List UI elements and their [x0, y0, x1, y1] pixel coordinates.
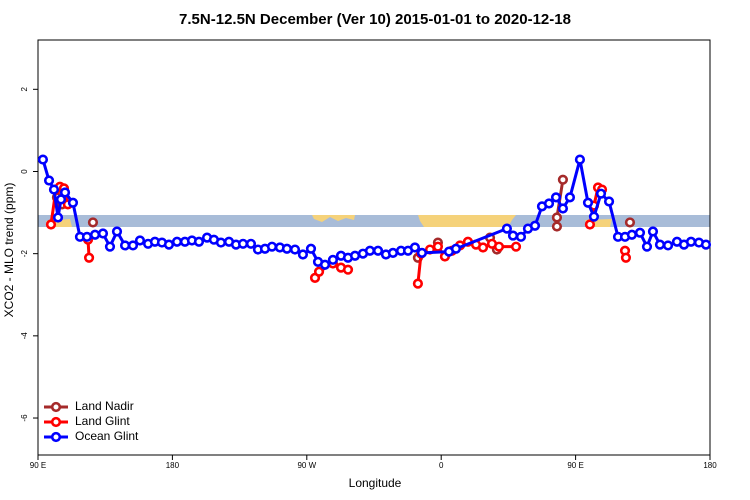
point-marker	[134, 235, 146, 246]
x-tick-label: 180	[166, 461, 180, 470]
point-marker	[450, 243, 462, 254]
point-marker	[409, 242, 421, 253]
point-marker	[588, 211, 600, 222]
point-marker	[700, 239, 712, 250]
point-marker	[193, 236, 205, 247]
point-marker	[104, 241, 116, 252]
point-marker	[624, 217, 636, 228]
point-marker	[557, 203, 569, 214]
point-marker	[432, 241, 444, 252]
point-marker	[574, 154, 586, 165]
point-marker	[97, 228, 109, 239]
y-tick-label: -6	[20, 414, 29, 422]
point-marker	[634, 227, 646, 238]
point-marker	[543, 198, 555, 209]
point-marker	[55, 194, 67, 205]
legend-label: Land Nadir	[75, 399, 134, 413]
point-marker	[119, 240, 131, 251]
point-marker	[364, 245, 376, 256]
point-marker	[372, 245, 384, 256]
point-marker	[81, 231, 93, 242]
point-marker	[551, 221, 563, 232]
point-marker	[603, 196, 615, 207]
point-marker	[237, 238, 249, 249]
point-marker	[59, 187, 71, 198]
point-marker	[595, 188, 607, 199]
point-marker	[289, 244, 301, 255]
point-marker	[641, 241, 653, 252]
point-marker	[501, 223, 513, 234]
point-marker	[564, 192, 576, 203]
point-marker	[305, 243, 317, 254]
y-axis-label: XCO2 - MLO trend (ppm)	[2, 183, 16, 318]
x-axis-label: Longitude	[349, 476, 402, 490]
point-marker	[48, 184, 60, 195]
point-marker	[626, 229, 637, 240]
point-marker	[171, 236, 183, 247]
point-marker	[319, 259, 331, 270]
point-marker	[412, 278, 424, 289]
y-tick-label: 2	[20, 87, 29, 92]
point-marker	[67, 197, 79, 208]
point-marker	[281, 243, 293, 254]
y-tick-label: -2	[20, 250, 29, 258]
point-marker	[493, 241, 505, 252]
legend-label: Ocean Glint	[75, 429, 139, 443]
point-marker	[313, 266, 325, 277]
point-marker	[662, 240, 674, 251]
point-marker	[297, 249, 309, 260]
point-marker	[111, 226, 123, 237]
point-marker	[510, 241, 522, 252]
legend-marker	[50, 416, 62, 428]
legend-marker	[50, 431, 62, 443]
point-marker	[477, 242, 489, 253]
legend-marker	[50, 401, 62, 413]
x-tick-label: 0	[439, 461, 444, 470]
y-tick-label: -4	[20, 332, 29, 340]
point-marker	[620, 252, 632, 263]
point-marker	[685, 236, 697, 247]
x-tick-label: 90 E	[567, 461, 583, 470]
point-marker	[342, 264, 354, 275]
point-marker	[550, 192, 562, 203]
ocean-strip	[38, 215, 710, 227]
x-tick-label: 180	[703, 461, 717, 470]
point-marker	[584, 219, 596, 230]
point-marker	[387, 247, 399, 258]
point-marker	[515, 231, 527, 242]
land-patch	[418, 215, 516, 227]
point-marker	[327, 254, 339, 265]
map-strip	[38, 215, 710, 227]
point-marker	[245, 238, 257, 249]
x-tick-label: 90 E	[30, 461, 46, 470]
point-marker	[43, 175, 55, 186]
point-marker	[507, 230, 519, 241]
point-marker	[266, 241, 278, 252]
point-marker	[647, 226, 659, 237]
point-marker	[551, 212, 563, 223]
point-marker	[349, 250, 361, 261]
point-marker	[582, 197, 594, 208]
point-marker	[52, 212, 64, 223]
land-patch	[312, 215, 355, 222]
point-marker	[87, 217, 99, 228]
point-marker	[83, 252, 95, 263]
point-marker	[529, 220, 541, 231]
point-marker	[163, 239, 175, 250]
x-tick-label: 90 W	[297, 461, 316, 470]
legend-label: Land Glint	[75, 414, 130, 428]
point-marker	[654, 239, 666, 250]
point-marker	[557, 174, 569, 185]
point-marker	[215, 237, 227, 248]
point-marker	[89, 229, 101, 240]
point-marker	[127, 240, 139, 251]
point-marker	[37, 154, 49, 165]
chart-title: 7.5N-12.5N December (Ver 10) 2015-01-01 …	[179, 11, 571, 28]
point-marker	[416, 247, 428, 258]
y-tick-label: 0	[20, 169, 29, 174]
point-marker	[45, 219, 57, 230]
